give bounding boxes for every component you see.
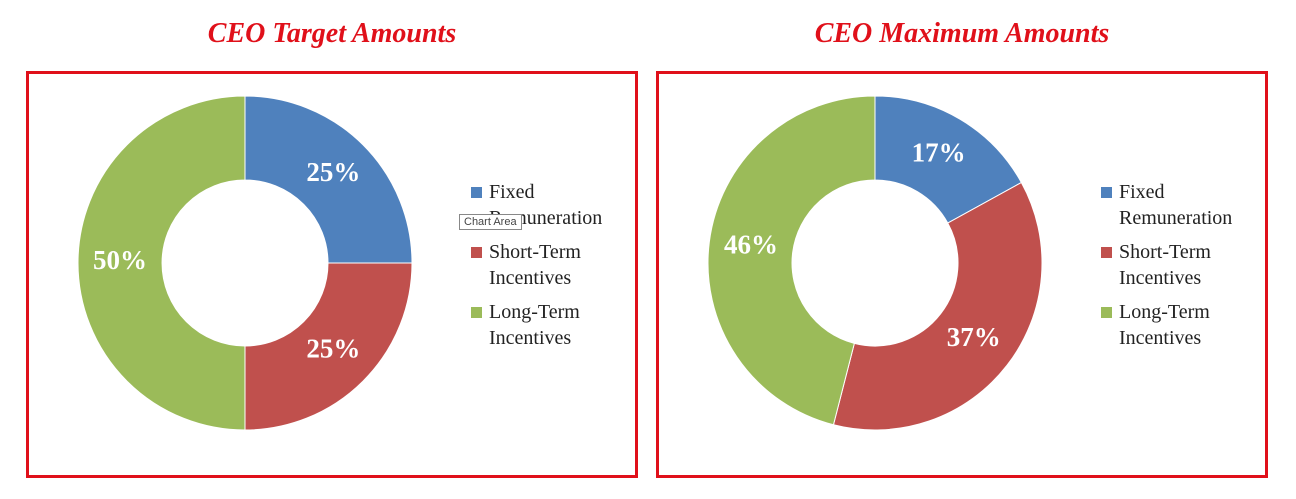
chart-area: 17% 37% 46% Fixed Remuneration Short-Term In… (656, 71, 1268, 478)
legend-item: Fixed Remuneration (1101, 179, 1251, 231)
legend: Fixed Remuneration Short-Term Incentives L… (471, 179, 621, 359)
legend-swatch (1101, 307, 1112, 318)
donut-segment (244, 262, 413, 431)
legend-item: Short-Term Incentives (471, 239, 621, 291)
value-label: 17% (912, 138, 966, 168)
legend: Fixed Remuneration Short-Term Incentives L… (1101, 179, 1251, 359)
chart-area: 25% 25% 50% Fixed Remuneration Short-Term In… (26, 71, 638, 478)
legend-label: Long-Term Incentives (489, 301, 580, 349)
value-label: 25% (306, 157, 360, 187)
value-label: 25% (306, 334, 360, 364)
donut-segment (244, 95, 413, 264)
legend-label: Long-Term Incentives (1119, 301, 1210, 349)
chart-title: CEO Maximum Amounts (814, 18, 1110, 49)
legend-swatch (1101, 187, 1112, 198)
donut-segment (707, 95, 876, 426)
legend-swatch (1101, 247, 1112, 258)
donut-segment (874, 95, 1023, 224)
legend-item: Long-Term Incentives (1101, 299, 1251, 351)
value-label: 46% (724, 230, 778, 260)
legend-swatch (471, 247, 482, 258)
value-label: 37% (947, 322, 1001, 352)
tooltip: Chart Area (459, 214, 522, 230)
legend-label: Short-Term Incentives (1119, 241, 1211, 289)
legend-item: Long-Term Incentives (471, 299, 621, 351)
legend-swatch (471, 187, 482, 198)
legend-label: Fixed Remuneration (1119, 181, 1233, 229)
donut: 17% 37% 46% (707, 95, 1043, 431)
value-label: 50% (93, 245, 147, 275)
legend-label: Short-Term Incentives (489, 241, 581, 289)
chart-title: CEO Target Amounts (207, 18, 457, 49)
donut-segment (832, 181, 1043, 431)
legend-swatch (471, 307, 482, 318)
donut: 25% 25% 50% (77, 95, 413, 431)
legend-item: Short-Term Incentives (1101, 239, 1251, 291)
donut-segment (77, 95, 246, 431)
